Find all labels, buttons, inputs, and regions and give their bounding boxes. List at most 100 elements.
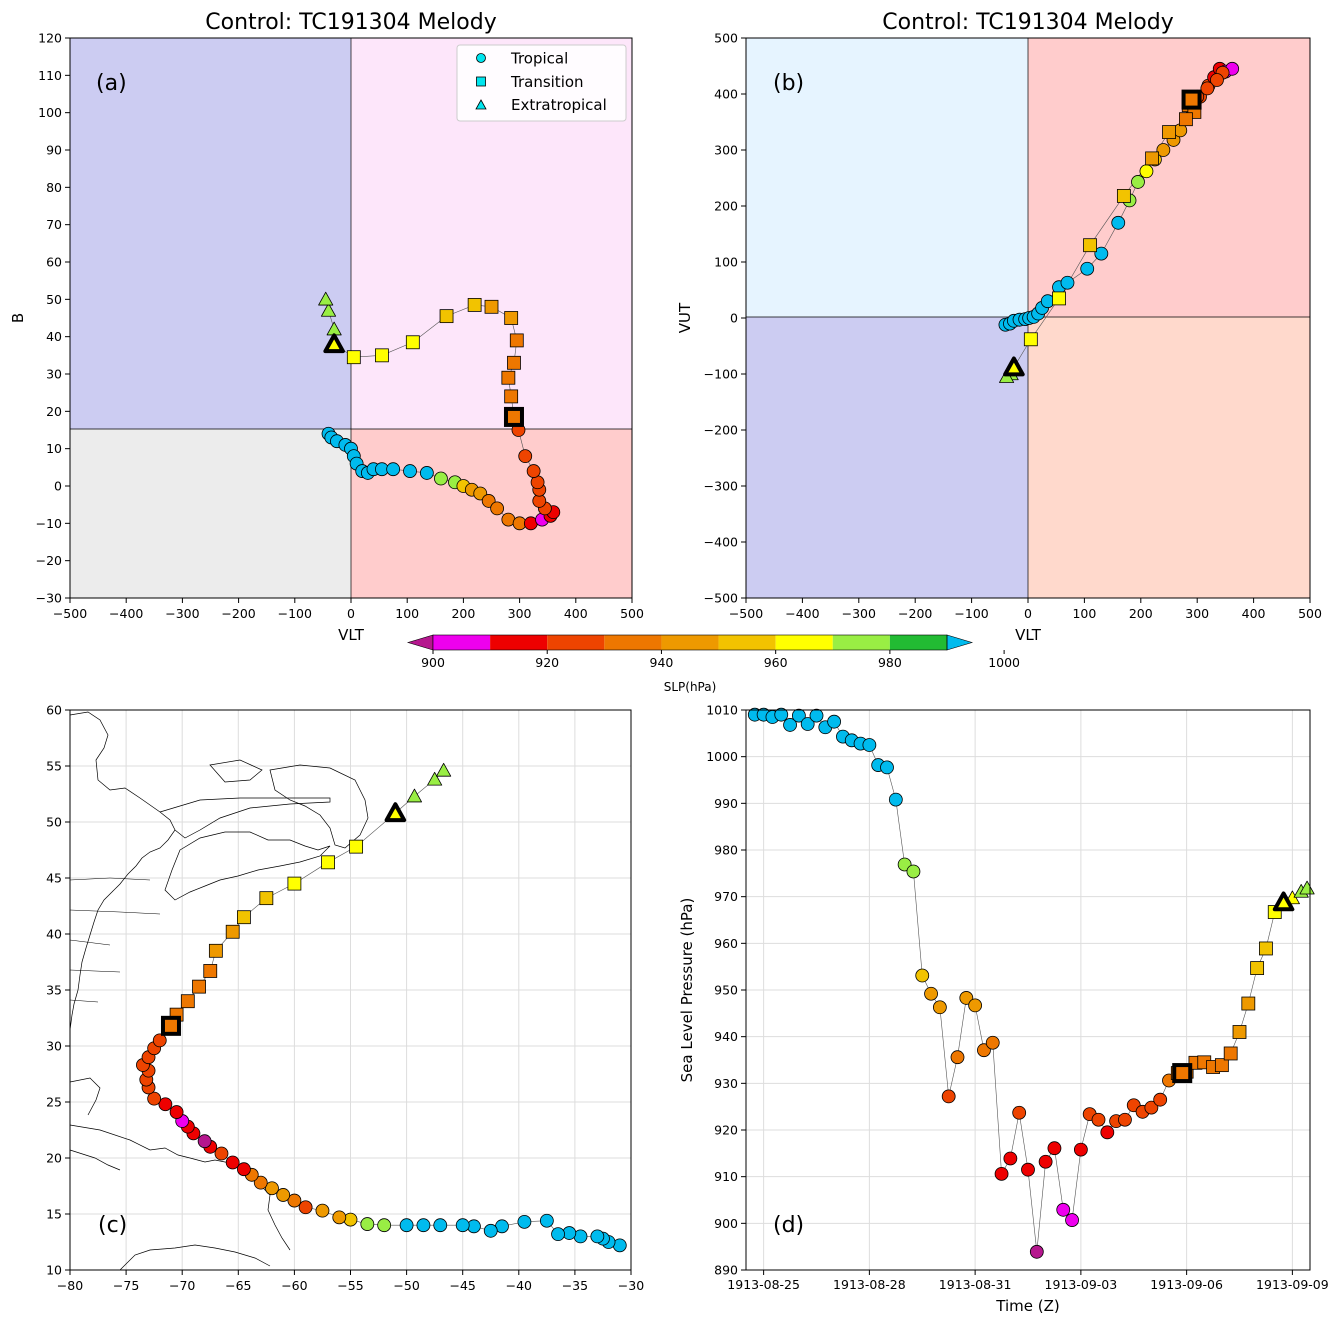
d-highlight-1 [1272,891,1295,912]
coastline-st-lawrence [159,797,331,839]
panel-b-ylabel: VUT [676,302,694,333]
c-xtick-label: −30 [618,1278,644,1293]
a-ytick-label: 60 [46,255,62,270]
d-point-32 [1029,1244,1044,1259]
c-point-20 [315,1203,330,1218]
a-point-13 [419,466,434,480]
c-point-18 [343,1212,358,1227]
b-ytick-label: 500 [714,31,738,46]
c-point-44 [152,1033,167,1048]
c-point-48 [192,979,206,994]
c-ytick-label: 45 [46,871,62,886]
d-point-46 [1153,1092,1168,1107]
c-ytick-label: 20 [46,1151,62,1166]
colorbar-min-extension [406,634,434,651]
c-highlight-1 [384,802,407,823]
a-point-37 [507,355,521,370]
b-ytick-label: −300 [704,479,738,494]
b-point-16 [1131,175,1145,189]
c-point-25 [253,1175,268,1190]
c-point-54 [287,876,302,891]
b-ytick-label: 100 [714,255,738,270]
d-point-15 [880,760,894,775]
a-ytick-label: 50 [46,292,62,307]
a-point-14 [434,471,448,486]
a-ytick-label: 70 [46,217,62,232]
c-point-17 [360,1217,375,1231]
panel-b-xlabel: VLT [1015,626,1042,644]
colorbar-tick-label: 980 [878,655,902,670]
c-point-52 [237,910,251,925]
b-xtick-label: 300 [1185,606,1209,621]
c-point-16 [377,1218,392,1233]
c-xtick-label: −35 [562,1278,588,1293]
b-xtick-label: 500 [1298,606,1322,621]
d-point-21 [932,1000,947,1015]
a-xtick-label: −100 [278,606,312,621]
b-xtick-label: −300 [842,606,876,621]
c-point-14 [416,1218,431,1233]
c-ytick-label: 25 [46,1095,62,1110]
a-ytick-label: −10 [36,516,62,531]
c-point-13 [433,1218,448,1233]
legend-extratropical-label: Extratropical [511,96,607,114]
b-xtick-label: −500 [729,606,763,621]
panel-d-ylabel: Sea Level Pressure (hPa) [678,898,696,1083]
colorbar-tick-label: 900 [421,655,445,670]
d-ytick-label: 960 [714,936,738,951]
c-point-53 [259,891,274,906]
d-point-5 [791,708,806,723]
d-point-31 [1021,1162,1035,1177]
d-point-6 [800,717,815,731]
b-xtick-label: −100 [954,606,988,621]
c-point-23 [276,1188,291,1202]
a-point-48 [320,302,337,317]
d-point-30 [1012,1105,1027,1120]
c-ytick-label: 35 [46,983,62,998]
d-ytick-label: 950 [714,983,738,998]
b-xtick-label: −400 [785,606,819,621]
panel-a: −500 −400 −300 −200 −100 0 100 200 300 400 500−30−… [9,10,644,644]
c-ytick-label: 55 [46,759,62,774]
colorbar-bins [406,634,974,651]
a-xtick-label: −400 [109,606,143,621]
d-ytick-label: 980 [714,843,738,858]
b-ytick-label: 400 [714,87,738,102]
b-highlight-0 [1181,89,1202,110]
c-point-56 [349,839,364,854]
quadrant-b-lower-left [746,317,1028,598]
legend-tropical-label: Tropical [510,50,568,68]
a-xtick-label: 300 [508,606,532,621]
coastline-greater-antilles [69,1124,236,1165]
b-highlight-1 [1003,356,1025,377]
c-point-12 [455,1218,470,1233]
b-point-39 [1116,189,1131,203]
b-point-17 [1139,164,1154,179]
a-ytick-label: 0 [54,479,62,494]
a-point-11 [386,462,401,477]
d-point-22 [941,1089,956,1104]
a-point-31 [526,464,541,478]
d-xtick-label: 1913-09-06 [1150,1277,1223,1292]
coastline-south-america [119,1244,271,1271]
colorbar-tick-label: 960 [764,655,788,670]
colorbar-frame [432,634,948,651]
panel-d-xlabel: Time (Z) [995,1297,1059,1315]
a-ytick-label: 110 [38,68,62,83]
colorbar-bin [433,635,491,650]
colorbar-max-extension [946,634,974,651]
b-ytick-label: −100 [704,367,738,382]
c-point-3 [590,1229,605,1244]
a-point-39 [504,311,519,325]
c-ytick-label: 50 [46,815,62,830]
quadrant-a-lower-left [70,429,351,598]
d-point-56 [1241,996,1256,1011]
c-point-59 [427,771,443,786]
colorbar-bin [718,635,776,650]
d-point-13 [862,738,877,752]
c-point-24 [265,1181,279,1196]
d-point-37 [1073,1142,1088,1157]
panel-d: 1913-08-25 1913-08-28 1913-08-31 1913-09-03… [678,703,1329,1316]
d-point-23 [950,1050,965,1065]
